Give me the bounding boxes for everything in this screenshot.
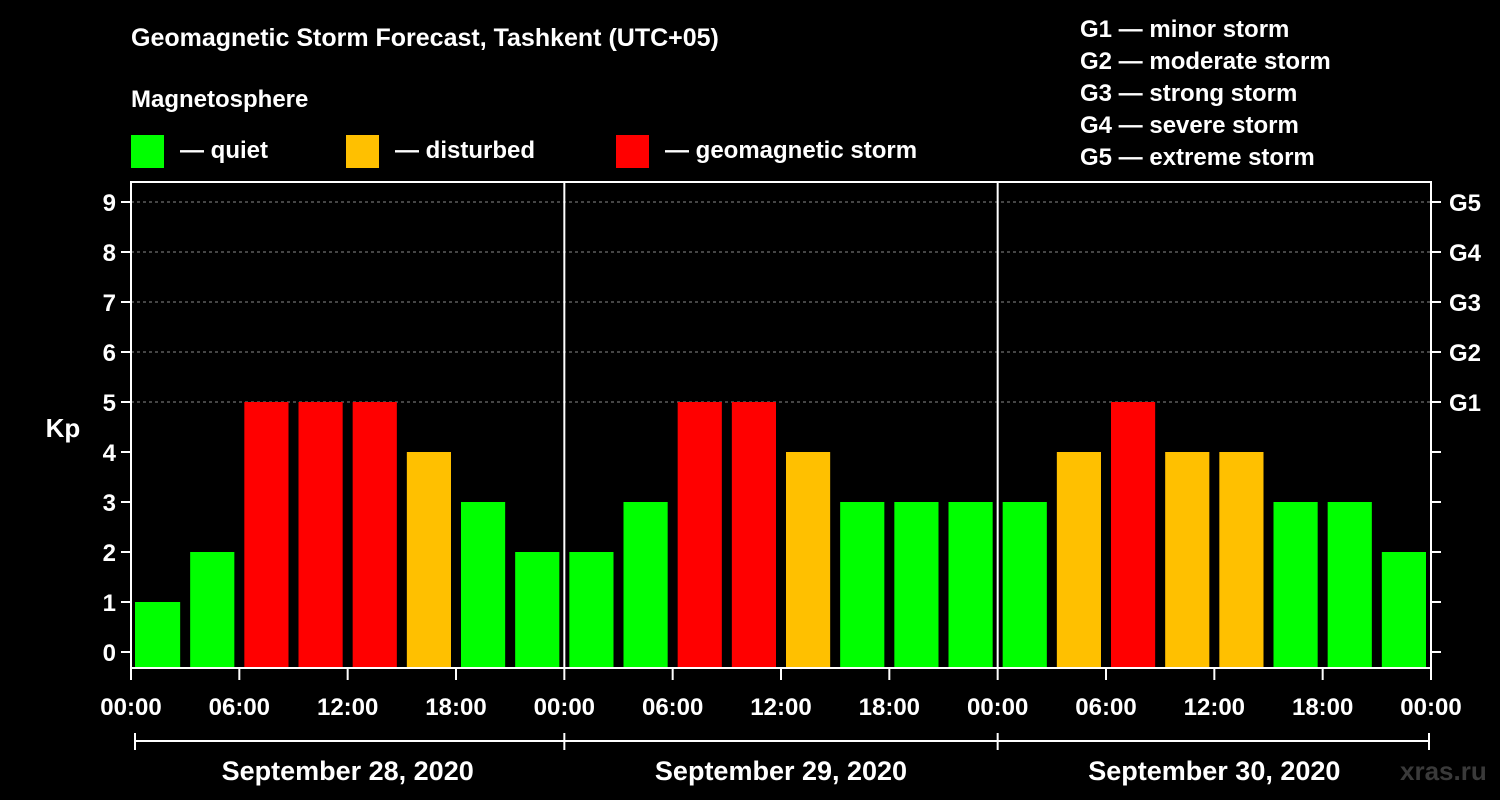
kp-bar-1 (190, 552, 235, 668)
x-tick-label-7: 18:00 (859, 694, 920, 721)
y-axis-label: Kp (46, 413, 81, 443)
g-level-label-g3: G3 (1449, 290, 1481, 317)
bars (135, 402, 1426, 668)
kp-bar-16 (1002, 502, 1047, 668)
kp-bar-22 (1327, 502, 1372, 668)
y-tick-label-9: 9 (103, 190, 116, 217)
kp-bar-0 (135, 602, 181, 668)
y-tick-label-5: 5 (103, 390, 116, 417)
x-tick-label-2: 12:00 (317, 694, 378, 721)
kp-bar-21 (1273, 502, 1318, 668)
x-tick-label-3: 18:00 (425, 694, 486, 721)
y-tick-label-8: 8 (103, 240, 116, 267)
legend-storm: — geomagnetic storm (616, 134, 917, 168)
legend-disturbed: — disturbed (346, 134, 535, 168)
x-tick-label-11: 18:00 (1292, 694, 1353, 721)
axes: 0 1 2 3 4 5 6 7 8 9 Kp G1 G2 G3 G4 G5 00:00 06:00 12:00 18:… (46, 181, 1482, 786)
x-tick-label-1: 06:00 (209, 694, 270, 721)
x-tick-label-0: 00:00 (100, 694, 161, 721)
y-tick-label-2: 2 (103, 540, 116, 567)
kp-bar-10 (677, 402, 722, 668)
x-tick-label-4: 00:00 (534, 694, 595, 721)
storm-level-g4: G4 — severe storm (1080, 112, 1299, 139)
g-level-label-g5: G5 (1449, 190, 1481, 217)
kp-bar-18 (1111, 402, 1156, 668)
kp-bar-6 (461, 502, 506, 668)
chart-title: Geomagnetic Storm Forecast, Tashkent (UT… (131, 24, 719, 52)
day-label-2: September 30, 2020 (1088, 756, 1340, 786)
y-tick-label-7: 7 (103, 290, 116, 317)
x-tick-label-12: 00:00 (1400, 694, 1461, 721)
legend-label-quiet: — quiet (180, 137, 268, 164)
legend-swatch-quiet (131, 134, 164, 168)
g-level-label-g4: G4 (1449, 240, 1482, 267)
g-level-label-g1: G1 (1449, 390, 1481, 417)
g-level-label-g2: G2 (1449, 340, 1481, 367)
kp-bar-3 (298, 402, 343, 668)
x-tick-label-5: 06:00 (642, 694, 703, 721)
y-tick-label-3: 3 (103, 490, 116, 517)
storm-level-g2: G2 — moderate storm (1080, 48, 1331, 75)
storm-level-g5: G5 — extreme storm (1080, 144, 1315, 171)
storm-level-g3: G3 — strong storm (1080, 80, 1298, 107)
kp-bar-9 (623, 502, 668, 668)
storm-level-g1: G1 — minor storm (1080, 16, 1290, 43)
day-label-1: September 29, 2020 (655, 756, 907, 786)
y-tick-label-1: 1 (103, 590, 116, 617)
kp-bar-17 (1056, 452, 1101, 668)
legend-label-storm: — geomagnetic storm (665, 137, 918, 164)
grid-lines (131, 201, 1431, 403)
kp-bar-2 (244, 402, 289, 668)
kp-bar-19 (1165, 452, 1210, 668)
x-tick-label-10: 12:00 (1184, 694, 1245, 721)
storm-level-legend: G1 — minor storm G2 — moderate storm G3 … (1080, 14, 1331, 174)
kp-bar-13 (840, 502, 885, 668)
watermark: xras.ru (1400, 756, 1487, 786)
legend-label-disturbed: — disturbed (395, 137, 536, 164)
x-tick-label-6: 12:00 (750, 694, 811, 721)
day-label-0: September 28, 2020 (222, 756, 474, 786)
legend-quiet: — quiet (131, 134, 268, 168)
x-tick-label-9: 06:00 (1075, 694, 1136, 721)
kp-bar-4 (352, 402, 397, 668)
kp-bar-12 (786, 452, 831, 668)
kp-bar-11 (731, 402, 776, 668)
x-tick-label-8: 00:00 (967, 694, 1028, 721)
legend-title: Magnetosphere (131, 86, 309, 113)
kp-bar-7 (515, 552, 560, 668)
kp-bar-15 (948, 502, 993, 668)
y-tick-label-0: 0 (103, 640, 116, 667)
legend-swatch-storm (616, 134, 649, 168)
legend-swatch-disturbed (346, 134, 379, 168)
y-tick-label-4: 4 (103, 440, 117, 467)
kp-bar-8 (569, 552, 614, 668)
y-tick-label-6: 6 (103, 340, 116, 367)
kp-bar-5 (406, 452, 451, 668)
kp-bar-20 (1219, 452, 1264, 668)
kp-bar-14 (894, 502, 939, 668)
kp-bar-23 (1381, 552, 1426, 668)
